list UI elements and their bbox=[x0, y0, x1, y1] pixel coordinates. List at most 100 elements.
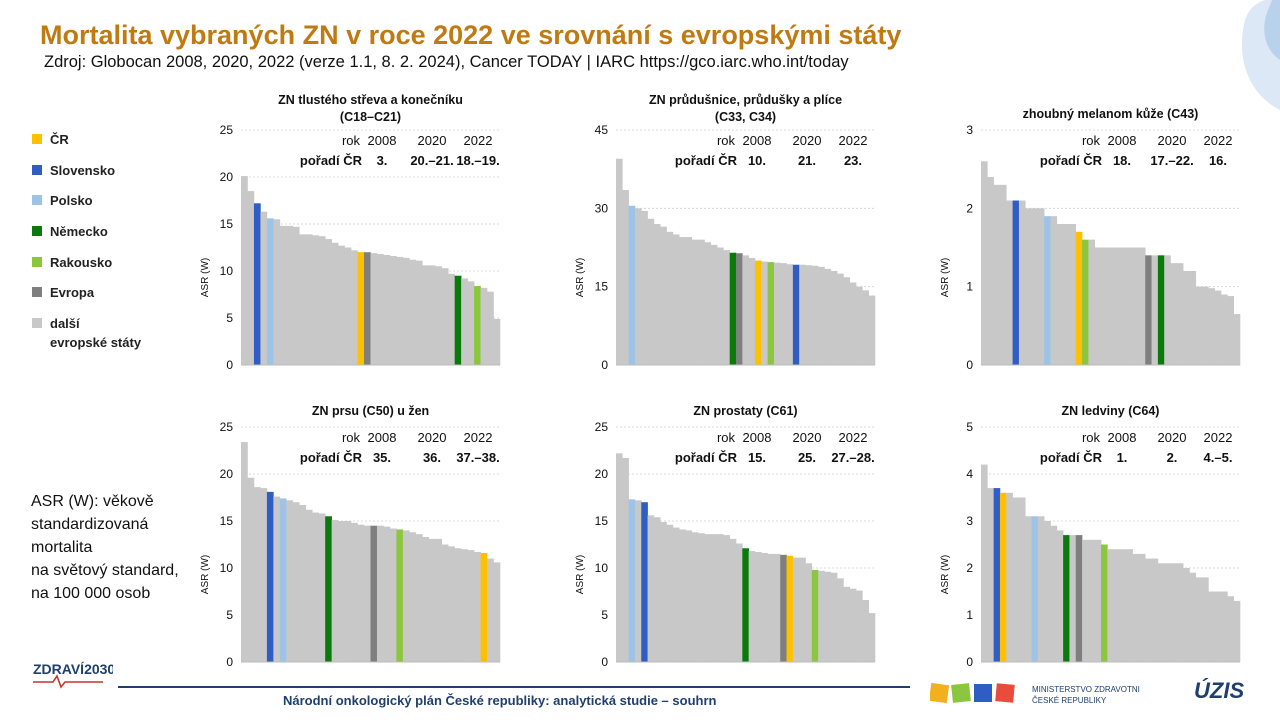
legend-label: další evropské státy bbox=[50, 316, 142, 351]
bar-other bbox=[383, 526, 391, 662]
bar-polsko bbox=[628, 205, 636, 365]
bar-other bbox=[723, 535, 731, 662]
bar-other bbox=[480, 287, 488, 365]
rank-year-header: rok bbox=[1082, 133, 1101, 148]
bar-other bbox=[1018, 497, 1026, 662]
rank-year: 2020 bbox=[418, 430, 447, 445]
bar-other bbox=[351, 522, 358, 662]
bar-nemecko bbox=[742, 548, 749, 662]
bar-other bbox=[286, 500, 294, 662]
bar-other bbox=[1170, 563, 1178, 662]
y-tick-label: 4 bbox=[966, 467, 973, 481]
rank-year-header: rok bbox=[717, 133, 736, 148]
bar-other bbox=[1107, 247, 1114, 365]
bar-other bbox=[1006, 492, 1013, 662]
bar-other bbox=[1088, 539, 1096, 662]
bar-rakousko bbox=[1082, 239, 1089, 365]
bar-polsko bbox=[1044, 216, 1051, 365]
bar-other bbox=[811, 265, 819, 365]
bar-other bbox=[616, 453, 623, 662]
bar-other bbox=[1176, 263, 1184, 365]
bar-other bbox=[1189, 271, 1197, 365]
bar-other bbox=[409, 259, 417, 365]
bar-other bbox=[862, 290, 869, 365]
bar-other bbox=[818, 266, 825, 365]
bar-other bbox=[312, 235, 319, 365]
bar-rakousko bbox=[474, 286, 481, 365]
chart-svg: zhoubný melanom kůže (C43) 0 1 2 3 ASR (W) rok… bbox=[940, 107, 1241, 372]
bar-nemecko bbox=[729, 252, 737, 365]
y-tick-label: 3 bbox=[966, 123, 973, 137]
rank-value: 27.–28. bbox=[831, 450, 874, 465]
bar-other bbox=[685, 237, 693, 365]
y-tick-label: 5 bbox=[226, 311, 233, 325]
bar-evropa bbox=[370, 525, 378, 662]
y-axis-label: ASR (W) bbox=[575, 555, 586, 594]
bar-other bbox=[660, 226, 667, 365]
rank-year: 2008 bbox=[743, 430, 772, 445]
bar-other bbox=[1202, 286, 1209, 365]
bar-cr bbox=[786, 555, 794, 662]
bar-other bbox=[698, 533, 705, 662]
y-tick-label: 20 bbox=[595, 467, 609, 481]
rank-value: 37.–38. bbox=[456, 450, 499, 465]
bar-other bbox=[981, 161, 988, 365]
bar-other bbox=[435, 538, 443, 662]
bar-other bbox=[1113, 247, 1121, 365]
rank-value: 17.–22. bbox=[1150, 153, 1193, 168]
bar-other bbox=[1202, 577, 1209, 662]
rank-year: 2022 bbox=[839, 133, 868, 148]
bar-other bbox=[1221, 294, 1228, 365]
y-tick-label: 5 bbox=[966, 420, 973, 434]
footer-text: Národní onkologický plán České republiky… bbox=[283, 693, 717, 708]
legend: ČR Slovensko Polsko Německo Rakousko Evropa da… bbox=[32, 130, 141, 350]
bar-other bbox=[1094, 247, 1102, 365]
bar-other bbox=[253, 487, 261, 662]
bar-other bbox=[672, 234, 680, 365]
bar-other bbox=[1145, 558, 1152, 662]
bar-other bbox=[660, 521, 667, 662]
bar-other bbox=[448, 273, 455, 365]
legend-swatch bbox=[32, 134, 42, 144]
bar-other bbox=[1050, 216, 1058, 365]
bar-other bbox=[1056, 530, 1064, 662]
bar-other bbox=[1006, 200, 1013, 365]
y-tick-label: 10 bbox=[595, 561, 609, 575]
bar-polsko bbox=[266, 218, 274, 365]
bar-other bbox=[357, 524, 365, 662]
bar-other bbox=[1031, 208, 1039, 365]
bar-other bbox=[761, 552, 768, 662]
y-tick-label: 0 bbox=[601, 655, 608, 669]
y-tick-label: 0 bbox=[601, 358, 608, 372]
chart-svg: ZN ledviny (C64) 0 1 2 3 4 5 ASR (W) rok 2008 2020… bbox=[940, 404, 1241, 669]
bar-other bbox=[331, 520, 339, 662]
bar-other bbox=[1214, 290, 1222, 365]
y-tick-label: 0 bbox=[966, 358, 973, 372]
bar-other bbox=[1012, 497, 1020, 662]
y-tick-label: 25 bbox=[220, 123, 234, 137]
bar-other bbox=[799, 557, 806, 662]
chart-svg: ZN tlustého střeva a konečníku (C18–C21) 0… bbox=[200, 93, 501, 372]
bar-other bbox=[1189, 572, 1197, 662]
bar-other bbox=[273, 496, 281, 662]
bar-other bbox=[1025, 208, 1032, 365]
bar-other bbox=[999, 184, 1007, 365]
bar-other bbox=[1208, 288, 1216, 365]
bar-rakousko bbox=[811, 569, 819, 662]
y-tick-label: 3 bbox=[966, 514, 973, 528]
legend-swatch bbox=[32, 287, 42, 298]
rank-value: 10. bbox=[748, 153, 766, 168]
bar-nemecko bbox=[1157, 255, 1165, 365]
bar-other bbox=[754, 552, 762, 662]
bar-other bbox=[241, 176, 248, 365]
bar-other bbox=[305, 234, 313, 365]
bar-cr bbox=[754, 260, 762, 365]
bar-other bbox=[1176, 563, 1184, 662]
y-tick-label: 20 bbox=[220, 170, 234, 184]
bar-other bbox=[389, 255, 397, 365]
bar-other bbox=[634, 500, 642, 662]
bar-other bbox=[1018, 200, 1026, 365]
bar-other bbox=[824, 268, 832, 365]
bar-other bbox=[1069, 535, 1077, 662]
bar-other bbox=[666, 231, 674, 365]
